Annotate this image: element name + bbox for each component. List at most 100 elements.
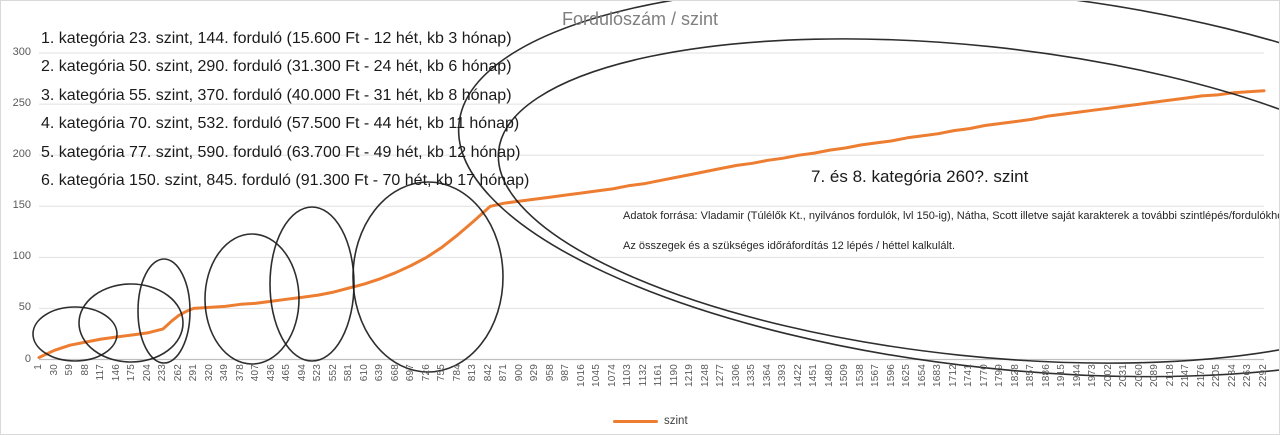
x-axis-tick-label: 262 <box>172 364 184 382</box>
x-axis-tick-label: 1741 <box>963 364 975 388</box>
x-axis-tick-label: 2031 <box>1118 364 1130 388</box>
highlight-ellipse-8 <box>457 1 1279 378</box>
x-axis-tick-label: 900 <box>513 364 525 382</box>
x-axis-tick-label: 1422 <box>792 364 804 388</box>
x-axis-tick-label: 204 <box>141 364 153 382</box>
x-axis-tick-label: 1132 <box>637 364 649 387</box>
x-axis-tick-label: 2089 <box>1149 364 1161 388</box>
x-axis-tick-label: 146 <box>110 364 122 382</box>
x-axis-tick-label: 175 <box>126 364 138 382</box>
legend: szint <box>613 415 688 427</box>
x-axis-tick-label: 610 <box>358 364 370 382</box>
x-axis-tick-label: 233 <box>157 364 169 382</box>
x-axis-tick-label: 1683 <box>932 364 944 388</box>
x-axis-tick-label: 1712 <box>947 364 959 388</box>
x-axis-tick-label: 494 <box>296 364 308 382</box>
x-axis-tick-label: 349 <box>219 364 231 382</box>
x-axis-tick-label: 1190 <box>668 364 680 387</box>
highlight-ellipse-2 <box>78 283 184 363</box>
x-axis-tick-label: 88 <box>79 364 91 376</box>
x-axis-tick-label: 1364 <box>761 364 773 388</box>
series-line-szint <box>37 89 1266 359</box>
x-axis-tick-label: 2118 <box>1164 364 1176 387</box>
x-axis-tick-label: 552 <box>327 364 339 382</box>
x-axis-tick-label: 1335 <box>746 364 758 388</box>
x-axis-tick-label: 1248 <box>699 364 711 388</box>
legend-line-swatch <box>613 419 658 423</box>
x-axis-tick-label: 1538 <box>854 364 866 388</box>
x-axis-tick-label: 1306 <box>730 364 742 388</box>
x-axis-tick-label: 291 <box>188 364 200 382</box>
x-axis-tick-label: 871 <box>498 364 510 382</box>
category-annotations: 1. kategória 23. szint, 144. forduló (15… <box>41 25 529 195</box>
x-axis-tick-label: 1625 <box>901 364 913 388</box>
x-axis-tick-label: 581 <box>343 364 355 382</box>
x-axis-tick-label: 929 <box>529 364 541 382</box>
x-axis-tick-label: 378 <box>234 364 246 382</box>
y-axis-tick-label: 0 <box>24 352 31 365</box>
x-axis-tick-label: 1828 <box>1009 364 1021 388</box>
category-annotation-6: 6. kategória 150. szint, 845. forduló (9… <box>41 172 530 190</box>
legend-label: szint <box>664 415 688 427</box>
x-axis-tick-label: 2234 <box>1226 364 1238 388</box>
x-axis-tick-label: 1915 <box>1056 364 1068 388</box>
x-axis-tick-label: 1654 <box>916 364 928 388</box>
x-axis-tick-label: 1944 <box>1071 364 1083 388</box>
y-axis-tick-label: 50 <box>18 301 31 314</box>
calculation-note: Az összegek és a szükséges időráfordítás… <box>623 240 956 252</box>
x-axis-tick-label: 1770 <box>978 364 990 388</box>
x-axis-tick-label: 2147 <box>1180 364 1192 388</box>
x-axis-tick-label: 1567 <box>870 364 882 388</box>
x-axis-tick-label: 2060 <box>1133 364 1145 388</box>
x-axis-tick-label: 668 <box>389 364 401 382</box>
x-axis-tick-label: 784 <box>451 364 463 382</box>
x-axis-tick-label: 2263 <box>1242 364 1254 388</box>
x-axis-tick-label: 465 <box>281 364 293 382</box>
chart-title: Fordulószám / szint <box>561 9 719 29</box>
highlight-ellipse-5 <box>269 206 355 362</box>
x-axis-tick-label: 1045 <box>591 364 603 388</box>
x-axis-tick-label: 697 <box>405 364 417 382</box>
x-axis-tick-label: 320 <box>203 364 215 382</box>
x-axis-tick-label: 1799 <box>994 364 1006 388</box>
x-axis-tick-label: 842 <box>482 364 494 382</box>
highlight-ellipse-4 <box>204 233 300 365</box>
highlight-ellipse-6 <box>352 181 504 373</box>
x-axis-tick-label: 2205 <box>1211 364 1223 388</box>
x-axis-tick-label: 1480 <box>823 364 835 388</box>
highlight-ellipse-1 <box>32 306 118 362</box>
x-axis-tick-label: 1074 <box>606 364 618 388</box>
y-axis-tick-label: 100 <box>12 250 31 263</box>
x-axis-tick-label: 813 <box>467 364 479 382</box>
x-axis-tick-label: 1 <box>33 364 44 370</box>
x-axis-tick-label: 755 <box>436 364 448 382</box>
x-axis-tick-label: 30 <box>48 364 60 376</box>
x-axis-tick-label: 59 <box>64 364 75 376</box>
category-annotation-1: 1. kategória 23. szint, 144. forduló (15… <box>41 30 512 47</box>
y-axis-tick-label: 150 <box>12 199 31 212</box>
x-axis-tick-label: 1509 <box>839 364 851 388</box>
x-axis-tick-label: 523 <box>312 364 324 382</box>
future-categories-note: 7. és 8. kategória 260?. szint <box>811 167 1029 186</box>
category-annotation-2: 2. kategória 50. szint, 290. forduló (31… <box>41 58 512 76</box>
x-axis-tick-label: 1451 <box>808 364 820 388</box>
y-axis-tick-label: 250 <box>12 97 31 110</box>
x-axis-tick-label: 117 <box>95 364 107 381</box>
x-axis-tick-label: 2176 <box>1195 364 1207 388</box>
x-axis-tick-label: 726 <box>420 364 432 382</box>
y-axis-tick-label: 300 <box>12 46 31 58</box>
x-axis-tick-label: 2002 <box>1102 364 1114 388</box>
x-axis-tick-label: 987 <box>560 364 572 382</box>
category-annotation-3: 3. kategória 55. szint, 370. forduló (40… <box>41 86 512 104</box>
x-axis-tick-label: 1161 <box>653 364 665 387</box>
x-axis-tick-label: 1016 <box>575 364 587 388</box>
highlight-ellipse-3 <box>137 258 191 364</box>
x-axis-tick-label: 639 <box>374 364 386 382</box>
x-axis-tick-label: 958 <box>544 364 556 382</box>
x-axis-tick-label: 436 <box>265 364 277 382</box>
data-source-note: Adatok forrása: Vladamir (Túlélők Kt., n… <box>623 210 1280 222</box>
x-axis-tick-label: 1857 <box>1025 364 1037 388</box>
x-axis-tick-label: 1103 <box>622 364 634 387</box>
